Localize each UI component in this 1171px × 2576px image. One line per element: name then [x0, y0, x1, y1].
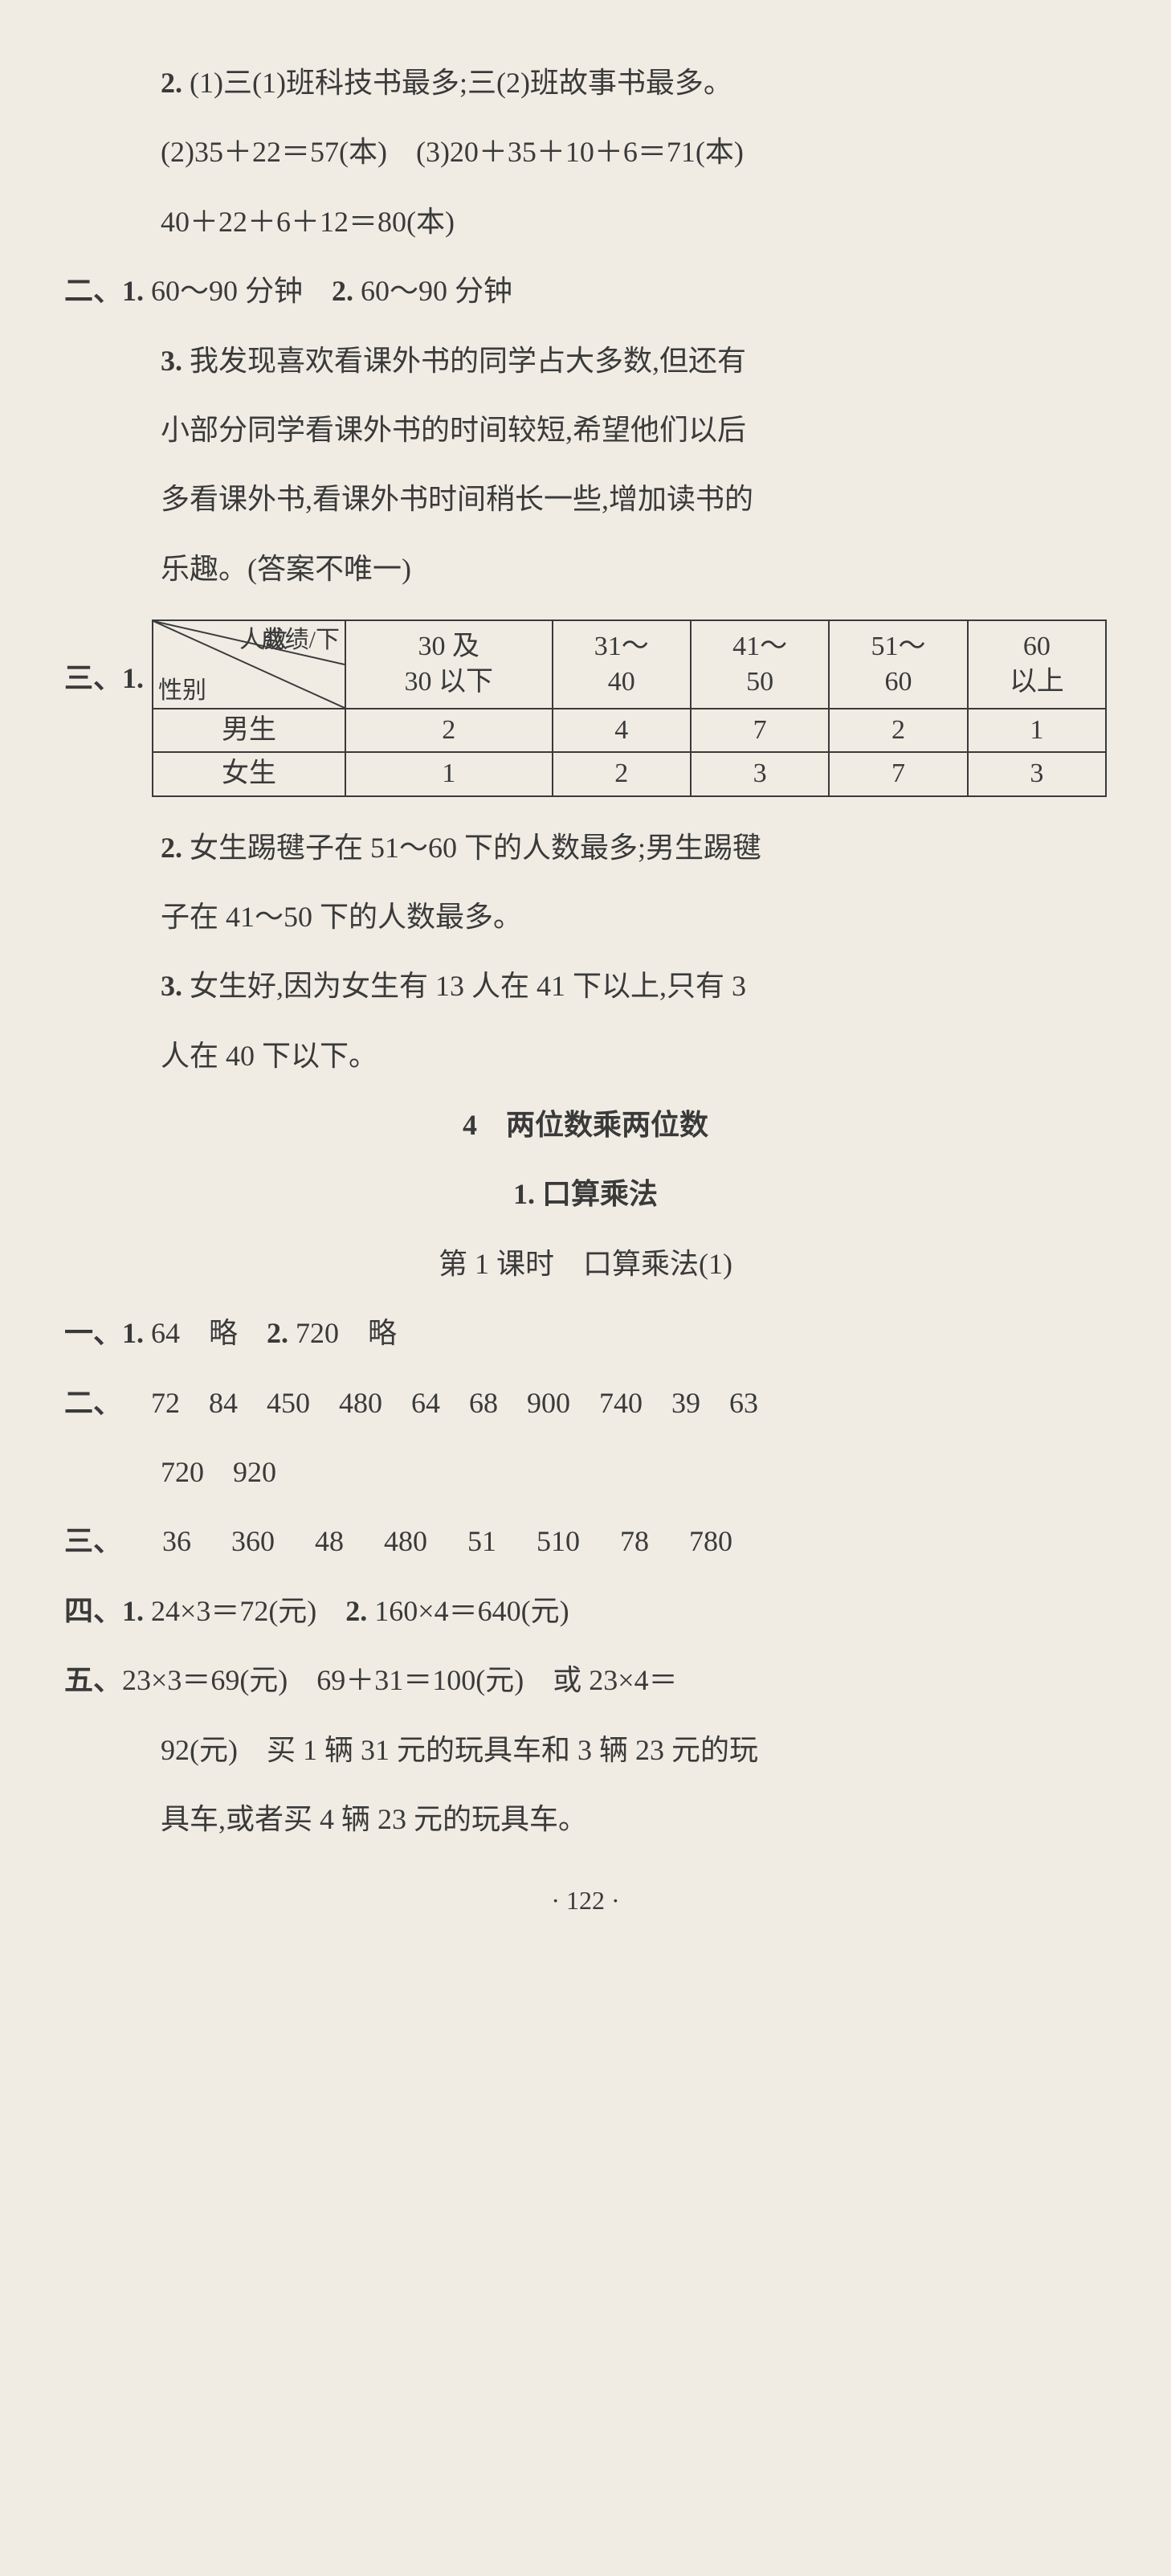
- cell: 7: [829, 752, 967, 795]
- text: 720 略: [296, 1317, 397, 1349]
- row-label: 男生: [153, 709, 345, 752]
- col-header: 31～40: [553, 620, 691, 709]
- col-bottom: 30 以下: [353, 664, 545, 700]
- ans-3-l3: 多看课外书,看课外书时间稍长一些,增加读书的: [64, 464, 1107, 534]
- cell: 3: [691, 752, 829, 795]
- ans-3-3-l1: 3. 女生好,因为女生有 13 人在 41 下以上,只有 3: [64, 951, 1107, 1020]
- col-top: 41～: [698, 629, 822, 664]
- col-bottom: 以上: [975, 664, 1099, 700]
- cell: 2: [345, 709, 553, 752]
- cell: 2: [829, 709, 967, 752]
- label: 四、1.: [64, 1595, 151, 1627]
- text: 60～90 分钟: [151, 275, 332, 307]
- col-top: 31～: [560, 629, 683, 664]
- col-top: 30 及: [353, 629, 545, 664]
- item-num: 2.: [332, 275, 361, 307]
- val: 900: [527, 1368, 570, 1437]
- col-bottom: 60: [836, 664, 960, 700]
- col-bottom: 40: [560, 664, 683, 700]
- page-number: · 122 ·: [64, 1870, 1107, 1932]
- val: 51: [467, 1507, 496, 1576]
- cell: 4: [553, 709, 691, 752]
- text: 60～90 分钟: [361, 275, 512, 307]
- val: 48: [315, 1507, 344, 1576]
- val: 68: [469, 1368, 498, 1437]
- exercise-5-l3: 具车,或者买 4 辆 23 元的玩具车。: [64, 1785, 1107, 1854]
- val: 740: [599, 1368, 643, 1437]
- ans-3-l1: 3. 我发现喜欢看课外书的同学占大多数,但还有: [64, 326, 1107, 395]
- diagonal-header-cell: 人数 成绩/下 性别: [153, 620, 345, 709]
- section-num: 二、1.: [64, 275, 151, 307]
- label: 2.: [345, 1595, 374, 1627]
- table-section: 三、1. 人数 成绩/下 性别 30 及30 以下 31～40 41～50 51…: [64, 619, 1107, 796]
- section-3-label: 三、1.: [64, 619, 144, 713]
- item-num: 2.: [161, 67, 190, 99]
- section-num: 二、: [64, 1368, 122, 1437]
- diag-label-bottom: 性别: [158, 675, 206, 706]
- exercise-2-cont: 720 920: [64, 1437, 1107, 1507]
- val: 720: [161, 1437, 204, 1507]
- ans-3-2-l2: 子在 41～50 下的人数最多。: [64, 882, 1107, 951]
- val: 510: [537, 1507, 580, 1576]
- col-header: 41～50: [691, 620, 829, 709]
- item-num: 五、: [64, 1664, 122, 1696]
- ans-3-3-l2: 人在 40 下以下。: [64, 1021, 1107, 1090]
- section-num: 三、: [64, 1507, 122, 1576]
- val: 360: [231, 1507, 275, 1576]
- col-bottom: 50: [698, 664, 822, 700]
- col-header: 51～60: [829, 620, 967, 709]
- cell: 1: [968, 709, 1106, 752]
- val: 36: [162, 1507, 191, 1576]
- item-num: 3.: [161, 345, 190, 377]
- row-label: 女生: [153, 752, 345, 795]
- score-table: 人数 成绩/下 性别 30 及30 以下 31～40 41～50 51～60 6…: [152, 619, 1107, 796]
- val: 84: [209, 1368, 238, 1437]
- lesson-heading: 第 1 课时 口算乘法(1): [64, 1229, 1107, 1298]
- val: 78: [620, 1507, 649, 1576]
- ans-3-l2: 小部分同学看课外书的时间较短,希望他们以后: [64, 395, 1107, 464]
- col-header: 60以上: [968, 620, 1106, 709]
- exercise-2: 二、 72 84 450 480 64 68 900 740 39 63: [64, 1368, 1107, 1437]
- table-header-row: 人数 成绩/下 性别 30 及30 以下 31～40 41～50 51～60 6…: [153, 620, 1106, 709]
- section-2: 二、1. 60～90 分钟 2. 60～90 分钟: [64, 256, 1107, 325]
- col-top: 51～: [836, 629, 960, 664]
- section-num: 一、1.: [64, 1317, 151, 1349]
- cell: 7: [691, 709, 829, 752]
- exercise-3: 三、 36 360 48 480 51 510 78 780: [64, 1507, 1107, 1576]
- answer-line-3: 40＋22＋6＋12＝80(本): [64, 187, 1107, 256]
- val: 920: [233, 1437, 276, 1507]
- section-heading: 1. 口算乘法: [64, 1159, 1107, 1229]
- val: 63: [729, 1368, 758, 1437]
- val: 39: [671, 1368, 700, 1437]
- exercise-5-l2: 92(元) 买 1 辆 31 元的玩具车和 3 辆 23 元的玩: [64, 1715, 1107, 1785]
- val: 480: [339, 1368, 382, 1437]
- ans-3-2-l1: 2. 女生踢毽子在 51～60 下的人数最多;男生踢毽: [64, 813, 1107, 882]
- val: 450: [267, 1368, 310, 1437]
- answer-line-2: (2)35＋22＝57(本) (3)20＋35＋10＋6＝71(本): [64, 117, 1107, 186]
- cell: 3: [968, 752, 1106, 795]
- exercise-1: 一、1. 64 略 2. 720 略: [64, 1298, 1107, 1368]
- val: 480: [384, 1507, 427, 1576]
- exercise-5-l1: 五、23×3＝69(元) 69＋31＝100(元) 或 23×4＝: [64, 1646, 1107, 1715]
- item-num: 3.: [161, 970, 190, 1002]
- table-row: 男生 2 4 7 2 1: [153, 709, 1106, 752]
- cell: 2: [553, 752, 691, 795]
- cell: 1: [345, 752, 553, 795]
- diag-label-right: 成绩/下: [261, 624, 340, 656]
- col-top: 60: [975, 629, 1099, 664]
- item-num: 2.: [161, 832, 190, 864]
- exercise-4: 四、1. 24×3＝72(元) 2. 160×4＝640(元): [64, 1576, 1107, 1646]
- val: 64: [411, 1368, 440, 1437]
- ans-3-l4: 乐趣。(答案不唯一): [64, 534, 1107, 603]
- table-row: 女生 1 2 3 7 3: [153, 752, 1106, 795]
- val: 72: [151, 1368, 180, 1437]
- val: 780: [689, 1507, 732, 1576]
- text: 64 略: [151, 1317, 267, 1349]
- item-num: 2.: [267, 1317, 296, 1349]
- chapter-heading: 4 两位数乘两位数: [64, 1090, 1107, 1159]
- col-header: 30 及30 以下: [345, 620, 553, 709]
- answer-line-1: 2. (1)三(1)班科技书最多;三(2)班故事书最多。: [64, 48, 1107, 117]
